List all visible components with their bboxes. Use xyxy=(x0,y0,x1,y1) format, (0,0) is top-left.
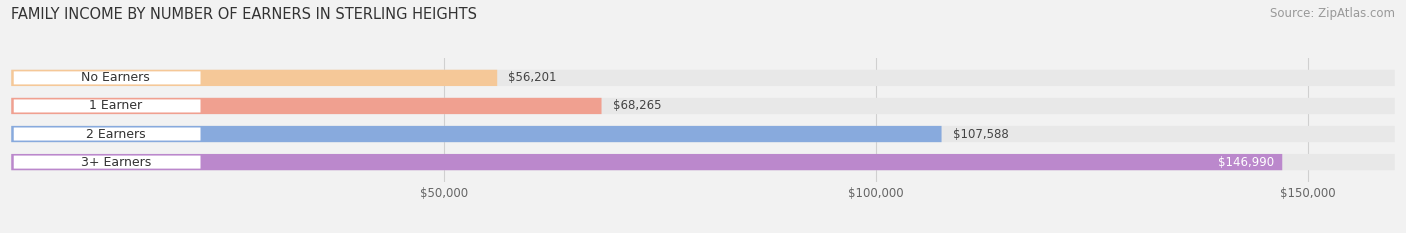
Text: 2 Earners: 2 Earners xyxy=(86,127,145,140)
Text: $107,588: $107,588 xyxy=(953,127,1008,140)
Text: No Earners: No Earners xyxy=(82,71,150,84)
Text: $56,201: $56,201 xyxy=(509,71,557,84)
FancyBboxPatch shape xyxy=(14,127,201,140)
Text: $68,265: $68,265 xyxy=(613,99,661,113)
Text: Source: ZipAtlas.com: Source: ZipAtlas.com xyxy=(1270,7,1395,20)
Text: $146,990: $146,990 xyxy=(1218,156,1274,169)
FancyBboxPatch shape xyxy=(11,98,602,114)
FancyBboxPatch shape xyxy=(14,156,201,169)
FancyBboxPatch shape xyxy=(11,154,1282,170)
Text: FAMILY INCOME BY NUMBER OF EARNERS IN STERLING HEIGHTS: FAMILY INCOME BY NUMBER OF EARNERS IN ST… xyxy=(11,7,477,22)
FancyBboxPatch shape xyxy=(14,99,201,113)
Text: 3+ Earners: 3+ Earners xyxy=(80,156,150,169)
FancyBboxPatch shape xyxy=(11,98,1395,114)
FancyBboxPatch shape xyxy=(11,154,1395,170)
FancyBboxPatch shape xyxy=(11,126,1395,142)
FancyBboxPatch shape xyxy=(11,70,1395,86)
FancyBboxPatch shape xyxy=(14,71,201,84)
FancyBboxPatch shape xyxy=(11,126,942,142)
Text: 1 Earner: 1 Earner xyxy=(89,99,142,113)
FancyBboxPatch shape xyxy=(11,70,498,86)
